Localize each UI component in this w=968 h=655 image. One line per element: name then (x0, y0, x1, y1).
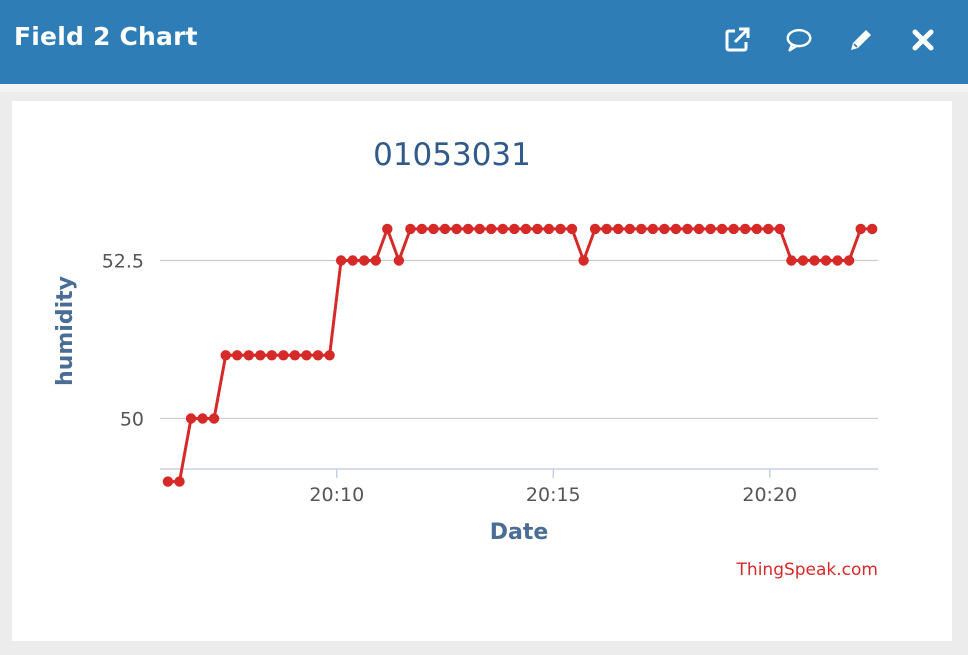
data-point[interactable] (359, 255, 370, 266)
data-point[interactable] (543, 223, 555, 235)
data-point[interactable] (693, 223, 705, 235)
data-point[interactable] (716, 223, 728, 235)
data-point[interactable] (520, 223, 532, 235)
data-point[interactable] (255, 350, 266, 361)
data-point[interactable] (751, 223, 762, 235)
data-point[interactable] (370, 255, 381, 266)
data-point[interactable] (232, 350, 243, 361)
data-point[interactable] (832, 255, 843, 266)
data-point[interactable] (774, 223, 786, 235)
data-point[interactable] (705, 223, 716, 235)
data-point[interactable] (312, 350, 324, 361)
data-point[interactable] (462, 223, 474, 235)
axis-ticks: 50 52.5 20:10 20:15 20:20 (102, 251, 797, 507)
data-point[interactable] (624, 223, 635, 235)
x-tick-label: 20:15 (526, 484, 581, 506)
data-point[interactable] (509, 223, 520, 235)
data-point[interactable] (197, 413, 208, 424)
data-point[interactable] (347, 255, 358, 266)
x-tick-label: 20:10 (309, 484, 364, 506)
data-point[interactable] (335, 255, 347, 266)
header-title: Field 2 Chart (14, 22, 198, 51)
data-point[interactable] (601, 223, 612, 235)
data-point[interactable] (208, 413, 220, 424)
data-point[interactable] (555, 223, 566, 235)
data-point[interactable] (589, 223, 601, 235)
data-point[interactable] (393, 255, 405, 266)
data-point[interactable] (786, 255, 797, 266)
data-point[interactable] (451, 223, 462, 235)
data-point[interactable] (416, 223, 428, 235)
header-divider (0, 84, 968, 92)
header-toolbar (722, 20, 938, 60)
comment-icon[interactable] (784, 25, 814, 55)
data-point[interactable] (820, 255, 832, 266)
data-point[interactable] (647, 223, 659, 235)
data-point[interactable] (428, 223, 439, 235)
pencil-icon[interactable] (846, 25, 876, 55)
data-point[interactable] (497, 223, 508, 235)
data-point[interactable] (670, 223, 682, 235)
grid-lines (160, 259, 878, 420)
data-point[interactable] (728, 223, 739, 235)
y-tick-label: 52.5 (102, 251, 144, 273)
x-axis-title: Date (490, 520, 549, 545)
data-point[interactable] (486, 223, 497, 235)
data-point[interactable] (566, 223, 578, 235)
data-point[interactable] (382, 223, 393, 235)
external-link-icon[interactable] (722, 25, 752, 55)
data-point[interactable] (289, 350, 301, 361)
x-tick-label: 20:20 (742, 484, 797, 506)
data-point[interactable] (278, 350, 289, 361)
data-point[interactable] (763, 223, 774, 235)
thingspeak-credit[interactable]: ThingSpeak.com (736, 560, 878, 580)
data-point[interactable] (532, 223, 543, 235)
chart-panel: 50 52.5 20:10 20:15 20:20 01053031 humidity … (12, 101, 952, 641)
data-point[interactable] (162, 476, 174, 487)
y-axis-title: humidity (53, 276, 78, 386)
data-point[interactable] (439, 223, 451, 235)
data-point[interactable] (843, 255, 855, 266)
data-point[interactable] (266, 350, 277, 361)
data-point[interactable] (174, 476, 185, 487)
data-point[interactable] (474, 223, 485, 235)
chart-header: Field 2 Chart (0, 0, 968, 84)
data-point[interactable] (243, 350, 254, 361)
data-point[interactable] (659, 223, 670, 235)
data-point[interactable] (855, 223, 866, 235)
data-point[interactable] (220, 350, 231, 361)
data-point[interactable] (613, 223, 624, 235)
chart-title: 01053031 (373, 137, 531, 173)
data-point[interactable] (740, 223, 751, 235)
series-humidity (162, 223, 878, 487)
data-point[interactable] (809, 255, 820, 266)
data-point[interactable] (867, 223, 878, 235)
data-point[interactable] (301, 350, 312, 361)
data-point[interactable] (636, 223, 647, 235)
close-icon[interactable] (908, 25, 938, 55)
y-tick-label: 50 (120, 408, 144, 430)
data-point[interactable] (185, 413, 197, 424)
data-point[interactable] (578, 255, 589, 266)
data-point[interactable] (405, 223, 416, 235)
data-point[interactable] (324, 350, 335, 361)
data-point[interactable] (682, 223, 693, 235)
data-point[interactable] (797, 255, 809, 266)
